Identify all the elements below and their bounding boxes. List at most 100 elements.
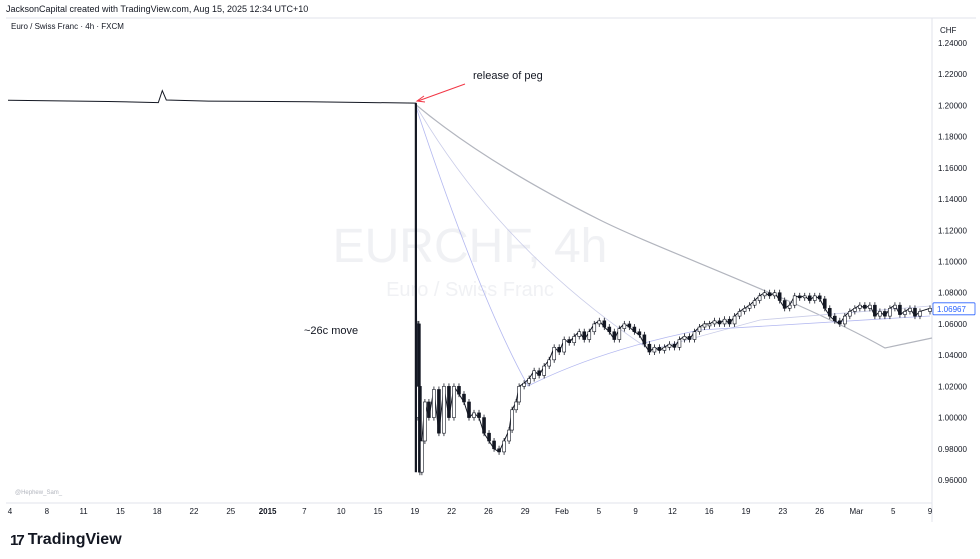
- candle-body: [632, 326, 637, 333]
- candle-body: [898, 304, 902, 315]
- peg-arrow: [417, 83, 466, 102]
- last-price-label: 1.06967: [937, 305, 966, 314]
- candle-body: [457, 386, 461, 395]
- x-tick-label: 23: [778, 507, 787, 516]
- x-tick-label: 15: [116, 507, 125, 516]
- symbol-info: Euro / Swiss Franc · 4h · FXCM: [11, 22, 124, 31]
- x-tick-label: 16: [705, 507, 714, 516]
- candle-body: [502, 440, 506, 453]
- candle-body: [572, 336, 577, 343]
- x-tick-label: 11: [79, 507, 88, 516]
- candle-body: [582, 331, 587, 340]
- candle-body: [687, 336, 692, 340]
- chart-header: JacksonCapital created with TradingView.…: [6, 4, 309, 14]
- candle-body: [662, 347, 667, 351]
- candle-body: [552, 347, 556, 361]
- candle-body: [817, 295, 822, 300]
- y-tick-label: 1.12000: [938, 226, 967, 235]
- x-tick-label: 22: [447, 507, 456, 516]
- candle-body: [812, 295, 817, 301]
- candle-body: [807, 295, 812, 301]
- y-tick-label: 1.22000: [938, 70, 967, 79]
- x-tick-label: Mar: [850, 507, 864, 516]
- candle-body: [782, 300, 787, 309]
- candle-body: [437, 389, 441, 434]
- credit-label: @Hephew_Sam_: [15, 490, 63, 496]
- candle-body: [747, 304, 752, 309]
- candle-body: [853, 308, 857, 312]
- candle-body: [567, 339, 572, 343]
- time-axis: 4 8 11 15 18 22 25 2015 7 10 15 19 22 26 29 Feb 5 9 12 16 19…: [8, 507, 933, 516]
- y-tick-label: 1.04000: [938, 351, 967, 360]
- currency-label: CHF: [940, 26, 957, 35]
- candle-body: [913, 308, 917, 317]
- candle-body: [517, 386, 521, 403]
- y-tick-label: 1.20000: [938, 101, 967, 110]
- x-tick-label: 7: [302, 507, 307, 516]
- y-tick-label: 1.18000: [938, 133, 967, 142]
- brand-name: TradingView: [27, 531, 122, 548]
- candle-body: [547, 359, 551, 367]
- candle-body: [918, 311, 922, 317]
- candle-body: [587, 331, 592, 340]
- candle-body: [442, 386, 446, 434]
- x-tick-label: 8: [45, 507, 50, 516]
- candle-body: [908, 308, 912, 312]
- candle-body: [507, 429, 511, 442]
- watermark-ticker: EURCHF, 4h: [333, 220, 608, 273]
- candle-body: [848, 311, 852, 317]
- candle-body: [417, 323, 421, 387]
- x-tick-label: 10: [337, 507, 346, 516]
- x-tick-label: Feb: [555, 507, 569, 516]
- candle-body: [562, 339, 567, 353]
- candle-body: [642, 334, 647, 345]
- candle-body: [843, 315, 847, 325]
- x-tick-label: 22: [190, 507, 199, 516]
- candle-body: [637, 331, 642, 336]
- candle-body: [903, 311, 907, 315]
- candle-body: [462, 393, 466, 403]
- candle-body: [832, 315, 837, 322]
- candle-body: [452, 386, 456, 418]
- candle-body: [878, 311, 882, 317]
- candle-body: [717, 320, 722, 325]
- candle-body: [722, 318, 727, 325]
- watermark-name: Euro / Swiss Franc: [386, 279, 554, 301]
- x-tick-label: 18: [153, 507, 162, 516]
- y-tick-label: 1.08000: [938, 289, 967, 298]
- candle-body: [792, 295, 797, 306]
- tradingview-logo-icon: 17: [10, 531, 25, 549]
- price-series: [7, 89, 932, 476]
- footer-brand: 17 TradingView: [10, 531, 122, 549]
- candle-body: [787, 304, 792, 309]
- y-tick-label: 1.24000: [938, 39, 967, 48]
- candle-body: [863, 304, 867, 309]
- candle-body: [858, 304, 862, 309]
- x-tick-label: 12: [668, 507, 677, 516]
- candle-body: [757, 295, 762, 301]
- candle-body: [557, 347, 561, 353]
- candle-body: [532, 370, 536, 379]
- annotations: release of peg ~26c move: [304, 70, 543, 337]
- last-price-marker: 1.06967: [932, 302, 976, 316]
- candle-body: [772, 292, 777, 297]
- x-tick-label: 19: [742, 507, 751, 516]
- candle-body: [420, 440, 424, 473]
- candle-body: [692, 331, 697, 340]
- candle-body: [667, 343, 672, 348]
- x-tick-label: 29: [521, 507, 530, 516]
- candle-body: [622, 323, 627, 329]
- grid: [6, 17, 976, 522]
- peg-arrowhead: [415, 95, 426, 103]
- candle-body: [612, 331, 617, 340]
- last-price-box: [932, 302, 976, 316]
- candle-body: [510, 409, 514, 431]
- candle-body: [712, 320, 717, 325]
- candle-body: [537, 370, 541, 376]
- candle-body: [737, 311, 742, 317]
- candle-body: [527, 378, 531, 384]
- candle-body: [802, 295, 807, 299]
- candle-body: [742, 308, 747, 312]
- x-tick-label: 9: [633, 507, 638, 516]
